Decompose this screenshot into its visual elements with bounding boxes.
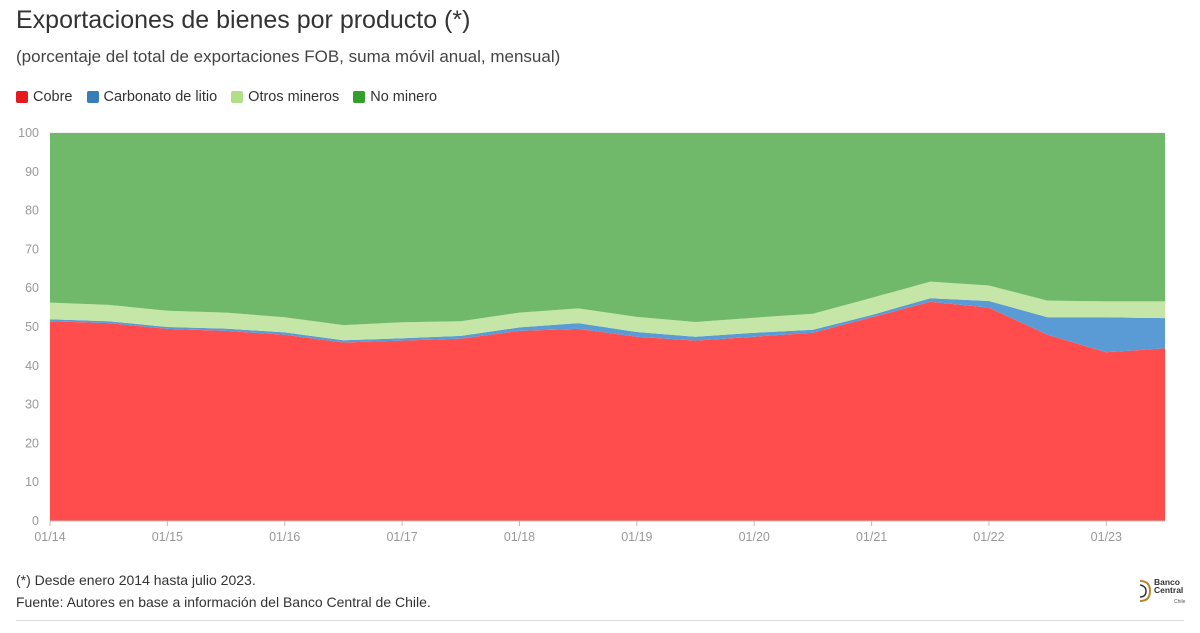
source-note: Fuente: Autores en base a información de… — [16, 594, 431, 610]
legend-swatch-otros-mineros — [231, 91, 244, 103]
area-otros-mineros — [50, 281, 1165, 341]
legend-label-carbonato-de-litio: Carbonato de litio — [103, 89, 218, 105]
legend-label-otros-mineros: Otros mineros — [248, 89, 340, 105]
y-tick-label: 50 — [25, 320, 39, 334]
y-tick-label: 10 — [25, 475, 39, 489]
legend-item-cobre[interactable]: Cobre — [16, 89, 73, 105]
x-tick-label: 01/16 — [269, 530, 300, 544]
x-tick-label: 01/23 — [1091, 530, 1122, 544]
y-tick-label: 60 — [25, 281, 39, 295]
chart-title: Exportaciones de bienes por producto (*) — [16, 6, 471, 34]
legend-swatch-cobre — [16, 91, 28, 103]
y-tick-label: 100 — [18, 126, 39, 140]
y-tick-label: 80 — [25, 204, 39, 218]
area-series — [50, 133, 1165, 521]
area-carbonato-de-litio — [50, 298, 1165, 353]
x-tick-label: 01/20 — [739, 530, 770, 544]
legend: Cobre Carbonato de litio Otros mineros N… — [16, 89, 437, 105]
y-tick-label: 40 — [25, 359, 39, 373]
x-tick-label: 01/22 — [973, 530, 1004, 544]
stacked-area-chart: 0 10 20 30 40 50 60 70 80 90 100 01/14 01/15 01/16 01/… — [18, 126, 1165, 544]
legend-swatch-carbonato-de-litio — [86, 91, 99, 103]
y-tick-label: 90 — [25, 165, 39, 179]
footnote: (*) Desde enero 2014 hasta julio 2023. — [16, 572, 256, 588]
x-tick-label: 01/15 — [152, 530, 183, 544]
logo-line-1: Banco — [1154, 577, 1180, 587]
logo-mark-icon — [1139, 580, 1152, 602]
x-tick-label: 01/14 — [34, 530, 65, 544]
legend-item-carbonato-de-litio[interactable]: Carbonato de litio — [86, 89, 218, 105]
legend-item-no-minero[interactable]: No minero — [353, 89, 437, 105]
bottom-divider — [16, 620, 1184, 621]
area-no-minero — [50, 133, 1165, 326]
x-tick-label: 01/18 — [504, 530, 535, 544]
y-tick-label: 30 — [25, 398, 39, 412]
y-tick-label: 20 — [25, 436, 39, 450]
x-tick-label: 01/19 — [621, 530, 652, 544]
legend-item-otros-mineros[interactable]: Otros mineros — [231, 89, 339, 105]
x-tick-label: 01/17 — [386, 530, 417, 544]
y-tick-label: 0 — [32, 514, 39, 528]
x-tick-label: 01/21 — [856, 530, 887, 544]
legend-swatch-no-minero — [353, 91, 366, 103]
legend-label-no-minero: No minero — [370, 89, 438, 105]
banco-central-logo: Banco Central Chile — [1137, 576, 1189, 606]
logo-line-2: Central — [1154, 585, 1184, 595]
chart-subtitle: (porcentaje del total de exportaciones F… — [16, 47, 561, 66]
legend-label-cobre: Cobre — [33, 89, 73, 105]
logo-line-3: Chile — [1174, 599, 1186, 605]
axes: 0 10 20 30 40 50 60 70 80 90 100 01/14 01/15 01/16 01/… — [18, 126, 1165, 544]
area-cobre — [50, 301, 1165, 521]
logo-text: Banco Central — [1154, 577, 1184, 595]
y-tick-label: 70 — [25, 242, 39, 256]
